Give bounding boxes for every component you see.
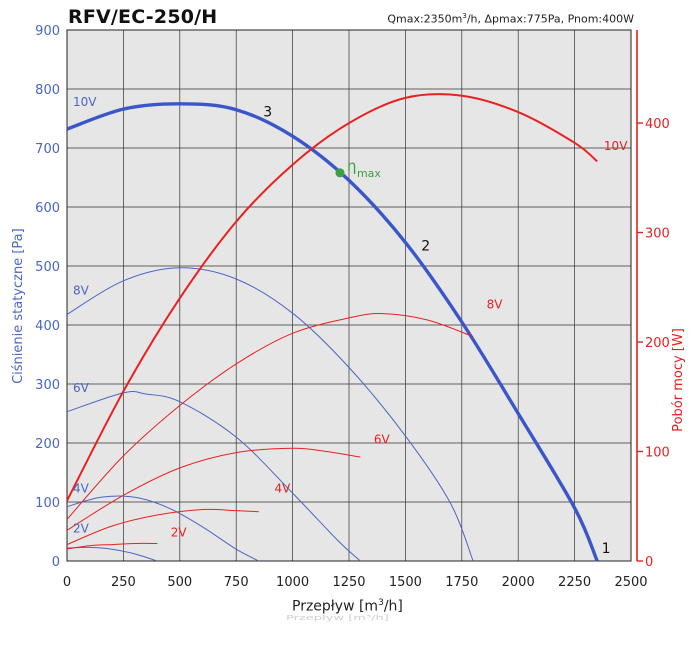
x-tick-label: 1250 (332, 575, 365, 590)
plot-frame (66, 29, 632, 562)
pressure-curve-4v (66, 495, 260, 562)
y-right-axis-label: Pobór mocy [W] (671, 328, 686, 432)
power-curve-8v (66, 313, 474, 520)
power-curve-label: 4V (275, 482, 292, 496)
x-tick-label: 2250 (558, 575, 591, 590)
y-left-tick-label: 700 (35, 142, 60, 157)
power-curve-label: 8V (487, 298, 504, 312)
x-tick-label: 750 (224, 575, 249, 590)
eta-max-symbol: η (347, 157, 357, 175)
x-tick-label: 1500 (389, 575, 422, 590)
y-left-tick-label: 900 (35, 24, 60, 39)
x-tick-label: 1000 (276, 575, 309, 590)
power-curve-4v (66, 508, 259, 546)
y-left-tick-label: 300 (35, 378, 60, 393)
pressure-curve-8v (66, 267, 474, 562)
operating-point-label: 3 (263, 104, 272, 120)
x-tick-label: 0 (63, 575, 71, 590)
power-curve-2v (66, 542, 158, 550)
chart-subtitle: Qmax:2350m3/h, Δpmax:775Pa, Pnom:400W (387, 12, 634, 26)
y-left-tick-label: 800 (35, 83, 60, 98)
x-tick-label: 250 (111, 575, 136, 590)
power-curve-6v (66, 447, 361, 531)
y-right-tick-label: 200 (645, 336, 670, 351)
y-left-axis-label: Ciśnienie statyczne [Pa] (11, 228, 26, 384)
x-tick-label: 2000 (502, 575, 535, 590)
y-left-tick-label: 0 (52, 555, 60, 570)
power-curve-label: 2V (171, 525, 188, 539)
y-left-tick-label: 100 (35, 496, 60, 511)
y-left-tick-label: 400 (35, 319, 60, 334)
x-axis-label: Przepływ [m3/h] (292, 598, 403, 615)
pressure-curve-2v (66, 546, 158, 562)
y-right-tick-label: 100 (645, 446, 670, 461)
eta-max-point (335, 168, 345, 178)
eta-max-subscript: max (357, 167, 381, 180)
pressure-curve-label: 6V (73, 381, 90, 395)
pressure-curve-10v (66, 102, 599, 562)
ghost-axis-label: Przepływ [m³/h] (286, 614, 389, 623)
x-tick-label: 500 (167, 575, 192, 590)
pressure-curve-label: 8V (73, 284, 90, 298)
y-right-tick-label: 0 (645, 555, 653, 570)
x-tick-label: 2500 (614, 575, 647, 590)
y-left-tick-label: 500 (35, 260, 60, 275)
power-curve-10v (66, 93, 598, 502)
y-right-tick-label: 300 (645, 227, 670, 242)
power-curve-label: 10V (604, 139, 628, 153)
pressure-curve-6v (66, 391, 361, 562)
pressure-curve-label: 2V (73, 521, 90, 535)
pressure-curve-label: 10V (73, 95, 97, 109)
y-left-tick-label: 600 (35, 201, 60, 216)
pressure-curve-label: 4V (73, 481, 90, 495)
y-right-tick-label: 400 (645, 117, 670, 132)
operating-point-label: 2 (421, 238, 430, 254)
x-tick-label: 1750 (445, 575, 478, 590)
operating-point-label: 1 (602, 541, 611, 557)
power-curve-label: 6V (374, 432, 391, 446)
chart-title: RFV/EC-250/H (68, 6, 218, 28)
y-left-tick-label: 200 (35, 437, 60, 452)
